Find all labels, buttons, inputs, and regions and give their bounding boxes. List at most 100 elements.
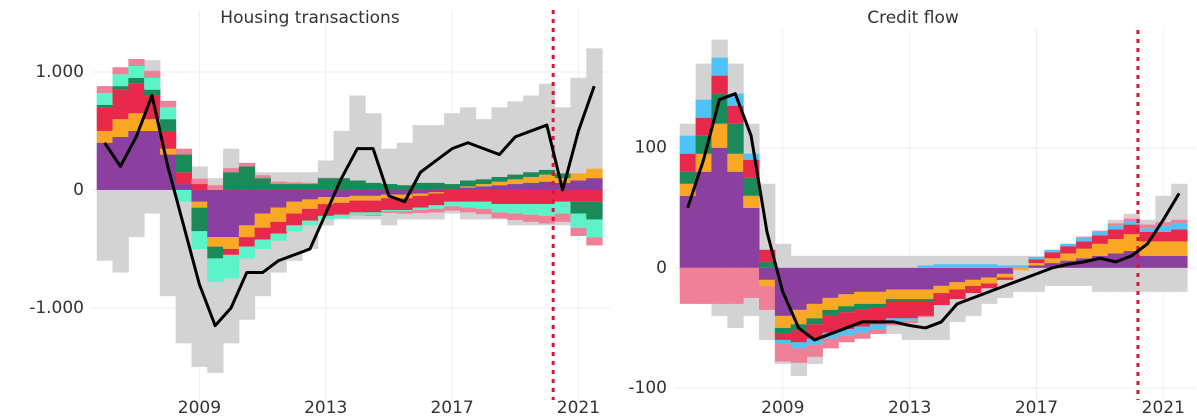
contribution-bar [1028, 259, 1045, 264]
contribution-bar [586, 201, 603, 220]
contribution-bar [444, 189, 461, 202]
contribution-bar [254, 213, 271, 228]
contribution-bar [1139, 255, 1156, 268]
contribution-bar [475, 201, 493, 209]
contribution-bar [491, 204, 508, 213]
y-tick-label: 1.000 [35, 62, 84, 82]
contribution-bar [965, 264, 982, 268]
contribution-bar [679, 153, 697, 172]
contribution-bar [207, 246, 224, 259]
contribution-bar [695, 171, 712, 268]
contribution-bar [1155, 255, 1172, 268]
contribution-bar [554, 178, 572, 183]
contribution-bar [365, 212, 382, 215]
contribution-bar [949, 267, 966, 283]
contribution-bar [885, 267, 903, 290]
x-tick-label: 2013 [304, 398, 347, 418]
contribution-bar [333, 178, 350, 190]
contribution-bar [743, 177, 760, 196]
contribution-bar [806, 267, 823, 304]
contribution-bar [1139, 231, 1156, 242]
contribution-bar [349, 214, 366, 216]
contribution-bar [238, 162, 256, 167]
contribution-bar [191, 231, 208, 249]
contribution-bar [1091, 230, 1109, 232]
contribution-bar [459, 180, 477, 187]
contribution-bar [822, 267, 839, 298]
contribution-bar [554, 173, 572, 179]
contribution-bar [459, 187, 477, 190]
contribution-bar [870, 267, 887, 292]
contribution-bar [965, 279, 982, 286]
contribution-bar [759, 279, 776, 286]
contribution-bar [223, 248, 240, 255]
contribution-bar [238, 189, 256, 226]
contribution-bar [381, 198, 398, 211]
contribution-bar [743, 207, 760, 268]
contribution-bar [885, 321, 903, 326]
contribution-bar [743, 267, 760, 298]
contribution-bar [679, 171, 697, 184]
contribution-bar [1044, 263, 1061, 268]
contribution-bar [349, 189, 366, 196]
contribution-bar [822, 338, 839, 349]
contribution-bar [270, 189, 287, 208]
contribution-bar [412, 193, 429, 196]
contribution-bar [1076, 237, 1093, 242]
contribution-bar [317, 215, 335, 220]
contribution-bar [1155, 222, 1172, 226]
contribution-bar [901, 267, 919, 290]
contribution-bar [302, 184, 319, 190]
contribution-bar [586, 189, 603, 202]
contribution-bar [554, 201, 572, 214]
y-tick-label: -1.000 [29, 298, 84, 318]
contribution-bar [774, 339, 792, 344]
contribution-bar [459, 207, 477, 213]
chart-title: Housing transactions [220, 8, 400, 28]
contribution-bar [396, 189, 414, 195]
contribution-bar [1091, 243, 1109, 256]
contribution-bar [286, 201, 303, 214]
contribution-bar [980, 264, 998, 268]
contribution-bar [444, 206, 461, 211]
contribution-bar [570, 201, 587, 214]
contribution-bar [428, 205, 445, 209]
contribution-bar [1155, 225, 1172, 232]
contribution-bar [144, 77, 161, 90]
contribution-bar [570, 173, 587, 181]
contribution-bar [570, 180, 587, 190]
contribution-bar [191, 184, 208, 190]
contribution-bar [428, 189, 445, 193]
contribution-bar [302, 208, 319, 221]
contribution-bar [1123, 218, 1141, 222]
contribution-bar [270, 233, 287, 241]
contribution-bar [586, 168, 603, 179]
contribution-bar [759, 261, 776, 268]
contribution-bar [1076, 241, 1093, 249]
contribution-bar [112, 89, 129, 120]
contribution-bar [144, 89, 161, 96]
contribution-bar [727, 105, 744, 124]
contribution-bar [365, 214, 382, 216]
contribution-bar [112, 67, 129, 75]
contribution-bar [901, 301, 919, 319]
contribution-bar [854, 303, 871, 310]
contribution-bar [727, 171, 744, 268]
contribution-bar [759, 285, 776, 310]
contribution-bar [822, 309, 839, 316]
contribution-bar [523, 214, 540, 222]
contribution-bar [838, 335, 855, 343]
contribution-bar [538, 169, 556, 175]
contribution-bar [933, 285, 950, 294]
contribution-bar [695, 99, 712, 118]
contribution-bar [1123, 221, 1141, 225]
contribution-bar [96, 130, 114, 143]
contribution-bar [965, 267, 982, 280]
contribution-bar [743, 153, 760, 160]
contribution-bar [538, 174, 556, 182]
contribution-bar [1012, 267, 1030, 271]
contribution-bar [1139, 224, 1156, 229]
contribution-bar [128, 66, 145, 78]
total-line [103, 85, 596, 328]
contribution-bar [523, 204, 540, 215]
